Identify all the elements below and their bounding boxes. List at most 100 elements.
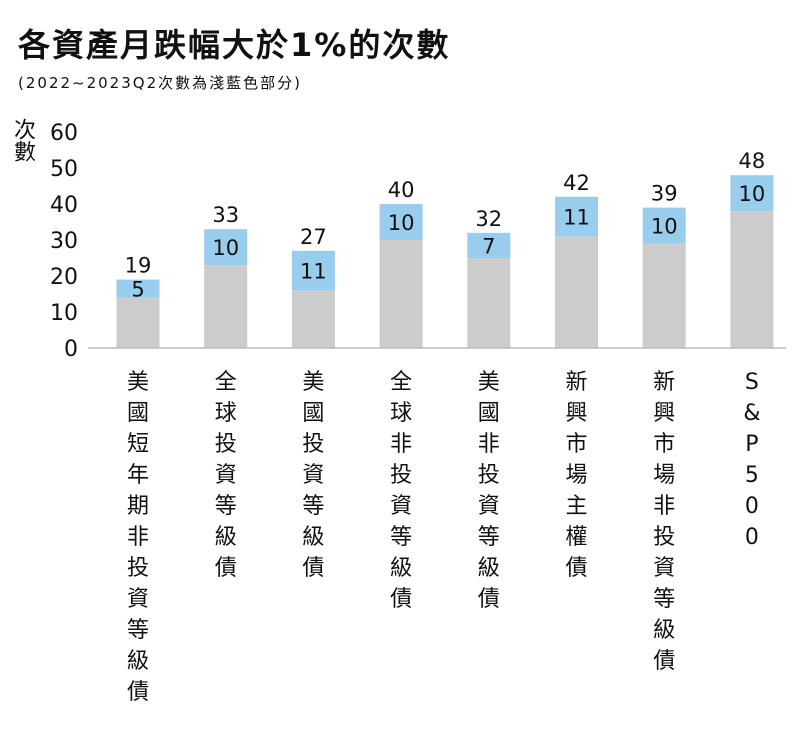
bar-segment-recent [116,279,160,298]
y-tick-label: 50 [50,157,78,182]
category-label-char: 等 [390,525,412,550]
y-tick-label: 30 [50,229,78,254]
category-label-char: 場 [653,463,675,488]
category-label-char: 投 [653,525,675,550]
category-label-char: 債 [478,587,500,612]
category-label-char: 全 [390,370,412,395]
category-label-char: 債 [390,587,412,612]
category-label-char: 級 [127,649,149,674]
category-label-char: 美 [127,370,149,395]
category-label-char: 債 [127,680,149,705]
category-label-char: 非 [127,525,149,550]
category-label-char: 債 [565,556,587,581]
category-label-char: 市 [653,432,675,457]
category-label-char: 新 [565,370,587,395]
category-label-char: 級 [302,525,324,550]
bar-segment-recent [730,175,774,212]
category-label-char: 等 [127,618,149,643]
bar-segment-recent [555,196,598,237]
bar-segment-recent [467,232,511,258]
recent-value-label: 11 [563,206,590,230]
total-value-label: 33 [212,203,239,227]
total-value-label: 40 [388,178,415,202]
category-label-char: 債 [215,556,237,581]
category-label-char: 新 [653,370,675,395]
recent-value-label: 10 [651,215,678,239]
category-label-char: 5 [745,463,759,488]
bar-segment-base [379,240,423,348]
y-tick-label: 60 [50,121,78,146]
category-label-char: 級 [653,618,675,643]
chart-subtitle: (2022~2023Q2次數為淺藍色部分) [18,74,302,92]
bar-segment-base [116,297,160,348]
category-label-char: 債 [302,556,324,581]
bar-segment-base [204,265,248,348]
recent-value-label: 10 [739,182,766,206]
category-label-char: 等 [302,494,324,519]
category-label-char: 0 [745,525,759,550]
category-label-char: 資 [478,494,500,519]
category-label-char: 投 [215,432,237,457]
bar-segment-base [642,243,686,348]
recent-value-label: 10 [388,211,415,235]
category-label-char: 年 [127,463,149,488]
category-label-char: 債 [653,649,675,674]
category-label-char: 資 [390,494,412,519]
category-label-char: 權 [565,525,587,550]
category-label-char: 資 [302,463,324,488]
y-tick-label: 40 [50,193,78,218]
y-tick-label: 0 [64,337,78,362]
category-label-char: 非 [653,494,675,519]
total-value-label: 27 [300,225,327,249]
category-label-char: S [745,370,759,395]
category-label-char: 級 [215,525,237,550]
category-label-char: 投 [127,556,149,581]
bar-segment-recent [204,229,248,266]
category-label-char: 國 [478,401,500,426]
category-label-char: 投 [390,463,412,488]
category-label-char: 等 [653,587,675,612]
total-value-label: 19 [125,254,152,278]
category-label-char: 級 [478,556,500,581]
bar-segment-recent [379,204,423,240]
category-label-char: 場 [565,463,587,488]
category-label-char: 期 [127,494,149,519]
category-label-char: 等 [215,494,237,519]
category-label-char: 全 [215,370,237,395]
category-label-char: 資 [653,556,675,581]
total-value-label: 42 [563,171,590,195]
total-value-label: 48 [739,149,766,173]
category-label-char: 市 [565,432,587,457]
category-label-char: 投 [478,463,500,488]
y-tick-label: 20 [50,265,78,290]
total-value-label: 39 [651,182,678,206]
total-value-label: 32 [475,207,502,231]
category-label-char: 球 [215,401,237,426]
category-label-char: 非 [478,432,500,457]
category-label-char: 主 [565,494,587,519]
category-label-char: 興 [653,401,675,426]
category-label-char: 非 [390,432,412,457]
category-label-char: 短 [127,432,149,457]
recent-value-label: 11 [300,260,327,284]
bar-segment-recent [291,250,335,291]
category-label-char: P [745,432,758,457]
recent-value-label: 10 [212,236,239,260]
category-label-char: 投 [302,432,324,457]
category-label-char: 興 [565,401,587,426]
chart-title: 各資產月跌幅大於1%的次數 [18,26,451,64]
category-label-char: 國 [302,401,324,426]
category-label-char: 美 [478,370,500,395]
bar-segment-base [730,211,774,348]
bar-segment-recent [642,207,686,244]
category-label-char: 級 [390,556,412,581]
category-label-char: 美 [302,370,324,395]
y-axis-label: 次數 [10,118,35,162]
bar-segment-base [291,290,335,348]
bar-segment-base [467,258,511,348]
recent-value-label: 5 [131,278,144,302]
category-label-char: 0 [745,494,759,519]
y-tick-label: 10 [50,301,78,326]
category-label-char: & [743,401,760,426]
